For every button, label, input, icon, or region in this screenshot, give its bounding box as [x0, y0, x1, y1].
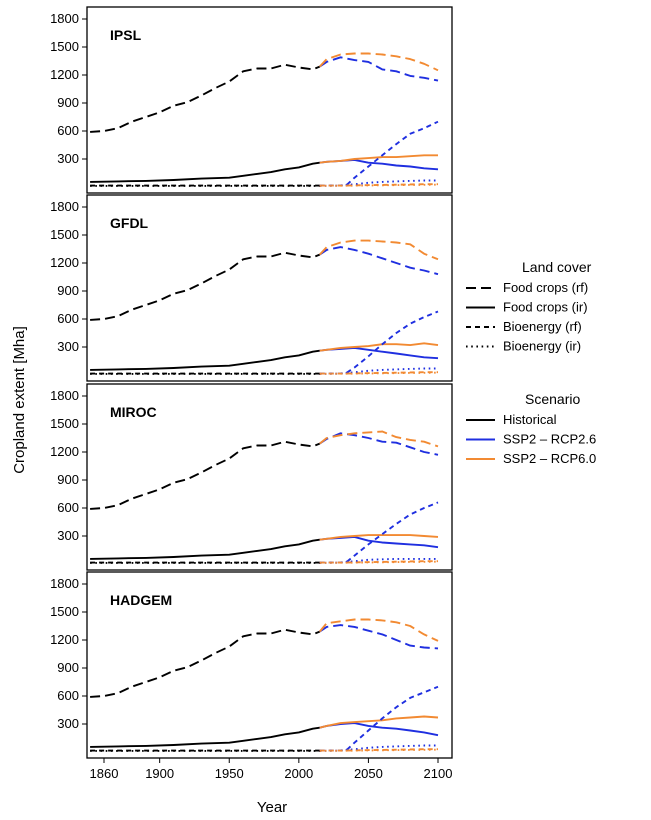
line-ssp2-rcp6-0-bioenergy-rf: [319, 560, 438, 564]
line-ssp2-rcp6-0-food-crops-ir: [319, 342, 439, 352]
legend-scenario: Scenario Historical SSP2 – RCP2.6 SSP2 – R…: [466, 391, 596, 466]
legend-land-cover: Land cover Food crops (rf) Food crops (ir…: [466, 259, 592, 354]
line-ssp2-rcp2-6-bioenergy-rf: [319, 501, 439, 564]
panel-miroc: 300 600 900 1200 1500 1800 MIROC: [50, 383, 453, 571]
panels: 300 600 900 1200 1500 1800 IPSL 300 600 900 1200 15…: [50, 6, 453, 781]
y-tick-label: 300: [57, 339, 79, 354]
x-axis-label: Year: [257, 799, 287, 816]
panel-title: HADGEM: [110, 592, 172, 608]
legend-label-historical: Historical: [503, 412, 557, 427]
panel-title: IPSL: [110, 27, 142, 43]
y-tick-label: 1200: [50, 444, 79, 459]
x-tick-label: 2100: [424, 766, 453, 781]
y-tick-label: 1500: [50, 39, 79, 54]
legend-scenario-title: Scenario: [525, 391, 580, 407]
line-ssp2-rcp2-6-bioenergy-ir: [319, 367, 438, 375]
panel-frame: [86, 383, 453, 571]
y-tick-label: 1200: [50, 67, 79, 82]
y-axis-label: Cropland extent [Mha]: [11, 326, 28, 474]
panel-frame: [86, 571, 453, 759]
line-ssp2-rcp2-6-food-crops-rf: [319, 246, 439, 276]
line-ssp2-rcp2-6-food-crops-rf: [319, 624, 439, 650]
panel-gfdl: 300 600 900 1200 1500 1800 GFDL: [50, 194, 453, 382]
y-tick-label: 600: [57, 688, 79, 703]
line-ssp2-rcp6-0-food-crops-rf: [319, 52, 439, 72]
legend-land-cover-title: Land cover: [522, 259, 592, 275]
y-tick-label: 1800: [50, 199, 79, 214]
y-tick-label: 300: [57, 151, 79, 166]
series-lines: [90, 239, 439, 375]
panel-frame: [86, 194, 453, 382]
x-tick-label: 1950: [215, 766, 244, 781]
y-tick-label: 1500: [50, 416, 79, 431]
y-tick-label: 1800: [50, 11, 79, 26]
y-tick-label: 300: [57, 716, 79, 731]
line-historical-food-crops-ir: [90, 726, 320, 748]
y-tick-label: 1200: [50, 632, 79, 647]
y-tick-label: 1800: [50, 388, 79, 403]
series-lines: [90, 430, 439, 564]
y-tick-label: 1500: [50, 604, 79, 619]
line-ssp2-rcp6-0-bioenergy-rf: [319, 183, 438, 187]
line-historical-food-crops-ir: [90, 538, 320, 560]
legend-label-bioenergy-rf: Bioenergy (rf): [503, 319, 582, 334]
y-tick-label: 900: [57, 660, 79, 675]
x-tick-label: 1860: [90, 766, 119, 781]
line-ssp2-rcp2-6-bioenergy-rf: [319, 310, 439, 375]
line-historical-food-crops-rf: [90, 63, 321, 133]
x-tick-label: 2050: [354, 766, 383, 781]
line-ssp2-rcp6-0-food-crops-ir: [319, 154, 438, 164]
panel-title: GFDL: [110, 215, 149, 231]
x-tick-label: 1900: [145, 766, 174, 781]
panel-title: MIROC: [110, 404, 157, 420]
line-ssp2-rcp2-6-bioenergy-rf: [319, 120, 439, 187]
legend-label-ssp2-rcp6-0: SSP2 – RCP6.0: [503, 451, 596, 466]
y-tick-label: 600: [57, 500, 79, 515]
x-tick-label: 2000: [284, 766, 313, 781]
y-tick-label: 900: [57, 472, 79, 487]
line-ssp2-rcp2-6-bioenergy-ir: [319, 557, 438, 564]
series-lines: [90, 618, 439, 752]
line-ssp2-rcp6-0-food-crops-rf: [319, 430, 439, 448]
y-tick-label: 1500: [50, 227, 79, 242]
line-historical-food-crops-rf: [90, 251, 321, 321]
line-ssp2-rcp2-6-food-crops-rf: [319, 56, 439, 82]
line-ssp2-rcp6-0-food-crops-rf: [319, 239, 439, 261]
line-ssp2-rcp6-0-bioenergy-rf: [319, 748, 438, 752]
y-tick-label: 600: [57, 123, 79, 138]
line-ssp2-rcp6-0-food-crops-ir: [319, 715, 439, 729]
panel-ipsl: 300 600 900 1200 1500 1800 IPSL: [50, 6, 453, 194]
line-ssp2-rcp6-0-food-crops-rf: [318, 618, 439, 642]
line-ssp2-rcp6-0-food-crops-ir: [319, 534, 439, 541]
y-tick-label: 1200: [50, 255, 79, 270]
line-historical-food-crops-rf: [90, 628, 321, 698]
line-ssp2-rcp2-6-bioenergy-rf: [319, 685, 439, 752]
line-historical-food-crops-ir: [90, 161, 320, 183]
legend-label-ssp2-rcp2-6: SSP2 – RCP2.6: [503, 432, 596, 447]
line-historical-food-crops-ir: [90, 349, 320, 371]
line-ssp2-rcp2-6-food-crops-ir: [319, 535, 439, 549]
line-ssp2-rcp2-6-bioenergy-ir: [319, 179, 438, 187]
line-ssp2-rcp2-6-food-crops-ir: [319, 346, 439, 360]
line-ssp2-rcp2-6-bioenergy-ir: [319, 744, 438, 752]
legend-label-food-crops-rf: Food crops (rf): [503, 280, 588, 295]
legend-label-bioenergy-ir: Bioenergy (ir): [503, 339, 581, 354]
y-tick-label: 1800: [50, 576, 79, 591]
line-ssp2-rcp2-6-food-crops-ir: [319, 722, 439, 737]
y-tick-label: 900: [57, 283, 79, 298]
y-tick-label: 600: [57, 311, 79, 326]
y-tick-label: 300: [57, 528, 79, 543]
panel-frame: [86, 6, 453, 194]
legend-label-food-crops-ir: Food crops (ir): [503, 300, 588, 315]
y-tick-label: 900: [57, 95, 79, 110]
line-ssp2-rcp6-0-bioenergy-rf: [319, 371, 438, 375]
panel-hadgem: 300 600 900 1200 1500 1800 HADGEM 1860 1900 1950 2…: [50, 571, 453, 781]
line-historical-food-crops-rf: [90, 440, 321, 510]
series-lines: [90, 52, 439, 187]
